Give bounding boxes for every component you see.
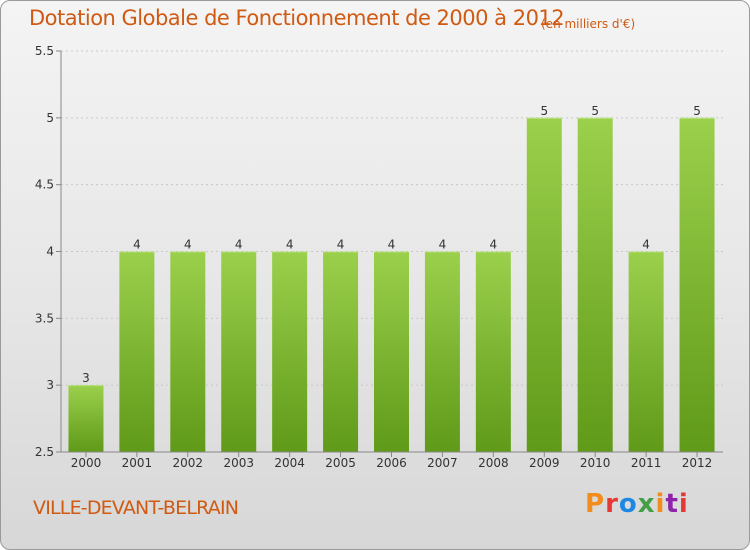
- logo-letter: x: [637, 489, 656, 519]
- bar-value-label: 5: [693, 104, 701, 118]
- bar-value-label: 4: [337, 238, 345, 252]
- bar-value-label: 5: [591, 104, 599, 118]
- y-tick-label: 2.5: [35, 445, 54, 459]
- bar: [679, 117, 715, 452]
- bar-value-label: 4: [642, 238, 650, 252]
- bar: [424, 251, 460, 452]
- bar: [323, 251, 359, 452]
- logo-letter: i: [655, 489, 666, 519]
- y-tick-label: 4: [46, 245, 54, 259]
- bar-value-label: 4: [286, 238, 294, 252]
- bar: [170, 251, 206, 452]
- proxiti-logo[interactable]: Proxiti: [585, 489, 689, 519]
- bar-value-label: 4: [439, 238, 447, 252]
- bar: [221, 251, 257, 452]
- logo-letter: o: [618, 489, 638, 519]
- bar-layer: 3 4 4 4 4 4 4 4 4 5 5 4 5: [68, 104, 715, 452]
- bar-value-label: 4: [490, 238, 498, 252]
- y-tick-label: 5.5: [35, 44, 54, 58]
- chart-title: Dotation Globale de Fonctionnement de 20…: [29, 6, 565, 30]
- bar: [526, 117, 562, 452]
- bar-value-label: 4: [388, 238, 396, 252]
- commune-name: VILLE-DEVANT-BELRAIN: [33, 497, 239, 519]
- x-tick-label: 2009: [529, 456, 560, 470]
- x-tick-label: 2011: [631, 456, 662, 470]
- y-tick-label: 3.5: [35, 311, 54, 325]
- bar: [374, 251, 409, 452]
- bar: [628, 251, 664, 452]
- logo-letter: i: [678, 489, 689, 519]
- bar-value-label: 3: [82, 371, 90, 385]
- x-tick-label: 2004: [274, 456, 305, 470]
- y-tick-label: 4.5: [35, 178, 54, 192]
- x-tick-label: 2003: [223, 456, 254, 470]
- x-tick-label: 2010: [580, 456, 611, 470]
- bar: [577, 117, 613, 452]
- axis-layer: 2.5 3 3.5 4 4.5 5 5.5 2000 2001 2002 2003 2004 2005 2…: [35, 44, 723, 470]
- x-tick-label: 2007: [427, 456, 458, 470]
- logo-letter: r: [605, 489, 619, 519]
- bar: [119, 251, 155, 452]
- bar-value-label: 5: [540, 104, 548, 118]
- bar-value-label: 4: [235, 238, 243, 252]
- bar-value-label: 4: [133, 238, 141, 252]
- x-tick-label: 2000: [71, 456, 102, 470]
- y-tick-label: 3: [46, 378, 54, 392]
- x-tick-label: 2012: [682, 456, 713, 470]
- bar: [475, 251, 511, 452]
- bar: [272, 251, 308, 452]
- x-tick-label: 2006: [376, 456, 407, 470]
- x-tick-label: 2001: [122, 456, 153, 470]
- x-tick-label: 2002: [173, 456, 204, 470]
- bar: [68, 385, 104, 452]
- bar-value-label: 4: [184, 238, 192, 252]
- chart-unit: (en milliers d'€): [541, 17, 636, 31]
- logo-letter: P: [585, 489, 606, 519]
- x-tick-label: 2008: [478, 456, 509, 470]
- x-tick-label: 2005: [325, 456, 356, 470]
- logo-letter: t: [665, 489, 679, 519]
- y-tick-label: 5: [46, 111, 54, 125]
